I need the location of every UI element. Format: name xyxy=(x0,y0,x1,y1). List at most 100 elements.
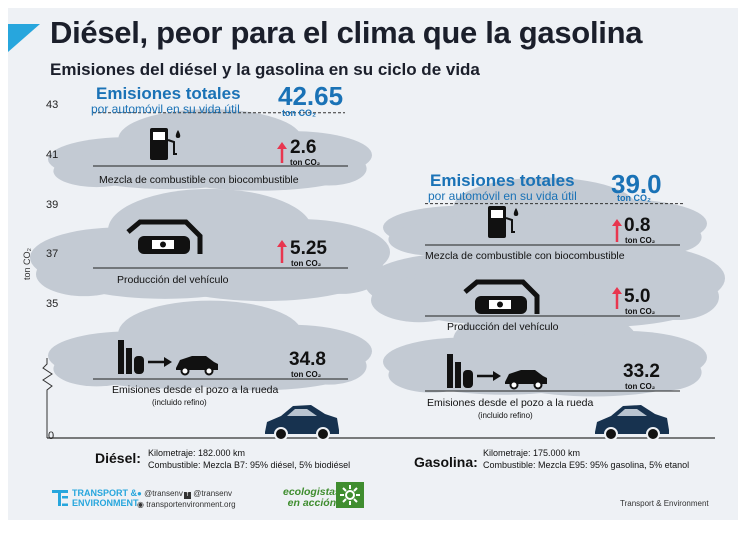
robot-arm xyxy=(463,279,540,314)
pump-screen xyxy=(153,132,165,140)
gasoline-production-cloud-puff xyxy=(371,278,467,323)
diesel-fuel-mix-value: 2.6 xyxy=(290,137,317,158)
y-tick-41: 41 xyxy=(46,149,59,161)
website-link[interactable]: ◉ transportenvironment.org xyxy=(137,500,236,509)
pump-hose xyxy=(505,217,515,233)
y-tick-37: 37 xyxy=(46,248,59,260)
diesel-fuel-mix-cloud-puff xyxy=(291,151,367,186)
diesel-well-unit: ton CO₂ xyxy=(291,370,322,379)
transport-environment-logo xyxy=(52,490,68,506)
website-text: transportenvironment.org xyxy=(146,500,236,509)
gasoline-production-label: Producción del vehículo xyxy=(447,321,559,333)
y-tick-35: 35 xyxy=(46,298,59,310)
gasoline-refinery-icon xyxy=(447,354,547,390)
car-wheel-front xyxy=(604,427,618,441)
title-accent-tab xyxy=(8,24,40,52)
twitter-handle[interactable]: ● @transenv xyxy=(137,489,183,498)
diesel-mileage: Kilometraje: 182.000 km xyxy=(148,448,246,458)
gasoline-production-value: 5.0 xyxy=(624,286,651,307)
diesel-production-arrowhead xyxy=(277,240,287,247)
facebook-handle-text: @transenv xyxy=(193,489,233,498)
org-name-line1: TRANSPORT & xyxy=(72,488,137,498)
facebook-icon: f xyxy=(184,492,191,499)
gasoline-well-note: (incluido refino) xyxy=(478,411,533,420)
partner-name: ecologistas en acción xyxy=(283,487,341,509)
diesel-total-sub: por automóvil en su vida útil xyxy=(91,102,240,116)
diesel-refinery-icon xyxy=(118,340,218,376)
axis-break xyxy=(42,358,53,394)
y-tick-0: 0 xyxy=(48,430,55,442)
diesel-fuel-label: Diésel: xyxy=(95,450,141,466)
diesel-well-label: Emisiones desde el pozo a la rueda xyxy=(112,384,279,396)
gasoline-fuel-mix-arrowhead xyxy=(612,219,622,226)
stack-1 xyxy=(118,340,124,374)
tank xyxy=(463,370,473,388)
gasoline-total-sub: por automóvil en su vida útil xyxy=(428,189,577,203)
gasoline-well-unit: ton CO₂ xyxy=(625,382,656,391)
grille-dot xyxy=(160,241,166,248)
y-tick-39: 39 xyxy=(46,199,59,211)
ecologistas-logo xyxy=(336,482,364,508)
diesel-total-value: 42.65 xyxy=(278,81,344,111)
car-window xyxy=(617,409,647,416)
tank xyxy=(134,356,144,374)
diesel-production-cloud-puff xyxy=(300,247,384,294)
gasoline-well-cloud-puff xyxy=(388,357,475,393)
gasoline-well-cloud-puff xyxy=(626,353,702,391)
diesel-fuel-mix-unit: ton CO₂ xyxy=(290,158,321,167)
wheel-1 xyxy=(509,380,519,390)
diesel-fuel-mix-cloud-puff xyxy=(53,155,140,188)
diesel-well-cloud xyxy=(48,300,372,391)
car-shell xyxy=(265,405,339,434)
gasoline-production-cloud-puff xyxy=(635,273,719,321)
gasoline-fuel-pump-icon xyxy=(488,206,519,238)
diesel-fuel-mix-arrowhead xyxy=(277,142,287,149)
twitter-icon: ● xyxy=(137,489,142,498)
diesel-total-unit: ton CO₂ xyxy=(282,108,316,118)
pump-hose xyxy=(167,139,177,155)
page-title: Diésel, peor para el clima que la gasoli… xyxy=(50,15,643,50)
twitter-handle-text: @transenv xyxy=(144,489,183,498)
car-wheel-rear xyxy=(646,427,660,441)
gasoline-fuel-mix: Combustible: Mezcla E95: 95% gasolina, 5… xyxy=(483,460,690,470)
diesel-production-unit: ton CO₂ xyxy=(291,259,322,268)
globe-icon: ◉ xyxy=(137,500,144,509)
car-wheel-front xyxy=(274,427,288,441)
stack-1 xyxy=(447,354,453,388)
gasoline-well-label: Emisiones desde el pozo a la rueda xyxy=(427,397,594,409)
gasoline-car-icon xyxy=(595,405,669,441)
diesel-well-value: 34.8 xyxy=(289,349,326,370)
facebook-handle[interactable]: f @transenv xyxy=(184,489,232,499)
car-window xyxy=(287,409,317,416)
gasoline-fuel-label: Gasolina: xyxy=(414,454,478,470)
small-car xyxy=(176,356,218,370)
small-car xyxy=(505,370,547,384)
gasoline-fuel-mix-cloud-puff xyxy=(626,220,702,254)
robot-arm xyxy=(126,219,203,254)
grille-dot xyxy=(497,301,503,308)
pump-drop xyxy=(513,208,519,216)
gasoline-mileage: Kilometraje: 175.000 km xyxy=(483,448,581,458)
gasoline-fuel-mix-value: 0.8 xyxy=(624,215,651,236)
gasoline-fuel-mix-label: Mezcla de combustible con biocombustible xyxy=(425,250,625,262)
stack-2 xyxy=(126,348,132,374)
gasoline-production-arrowhead xyxy=(612,287,622,294)
diesel-factory-icon xyxy=(126,219,203,254)
diesel-production-cloud-puff xyxy=(36,252,132,297)
diesel-fuel-mix: Combustible: Mezcla B7: 95% diésel, 5% b… xyxy=(148,460,351,470)
diesel-car-icon xyxy=(265,405,339,441)
org-name: TRANSPORT & ENVIRONMENT xyxy=(72,488,139,508)
org-name-line2: ENVIRONMENT xyxy=(72,498,139,508)
car-shell xyxy=(595,405,669,434)
diesel-fuel-mix-label: Mezcla de combustible con biocombustible xyxy=(99,174,299,186)
gasoline-total-value: 39.0 xyxy=(611,169,662,199)
flow-arrowhead xyxy=(164,357,172,367)
gasoline-total-unit: ton CO₂ xyxy=(617,193,651,203)
y-tick-43: 43 xyxy=(46,99,59,111)
stack-2 xyxy=(455,362,461,388)
partner-name-line1: ecologistas xyxy=(283,486,341,498)
gasoline-fuel-mix-cloud-puff xyxy=(388,223,475,256)
partner-name-line2: en acción xyxy=(287,497,337,509)
